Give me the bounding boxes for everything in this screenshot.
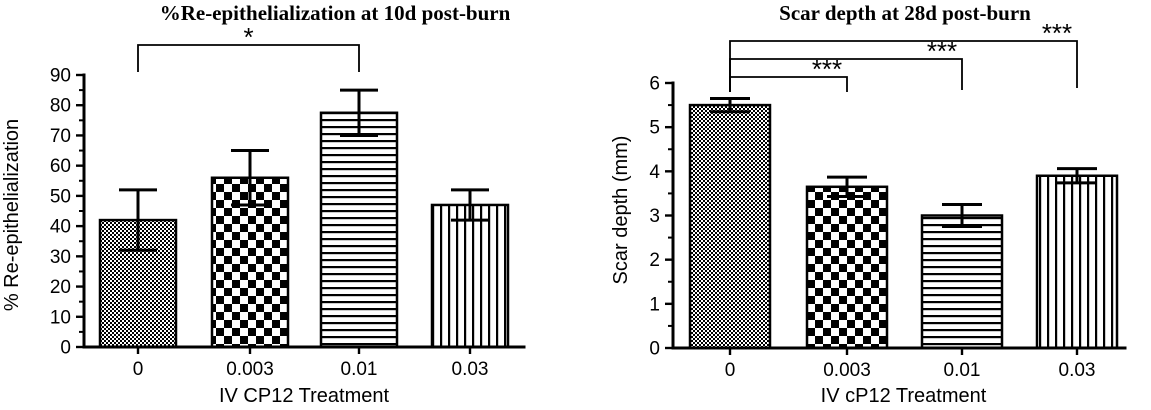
x-tick-label: 0.003 [823, 360, 871, 381]
y-tick-label: 2 [649, 250, 660, 271]
y-tick-label: 5 [649, 118, 660, 139]
bracket-line [137, 44, 360, 72]
y-tick-label: 40 [50, 217, 71, 238]
error-bars [710, 96, 1097, 229]
chart-title: %Re-epithelialization at 10d post-burn [160, 1, 511, 25]
y-tick-label: 80 [50, 96, 71, 117]
bar-series [98, 111, 510, 349]
bar-0.01 [319, 111, 399, 349]
y-ticks: 0 10 20 30 40 50 60 70 80 90 [50, 66, 84, 359]
bar-0.003 [805, 185, 889, 350]
y-tick-label: 60 [50, 156, 71, 177]
error-bar-0.01 [340, 88, 378, 137]
error-bar-0 [119, 188, 157, 252]
y-axis-title: % Re-epithelialization [1, 119, 23, 311]
y-tick-label: 20 [50, 277, 71, 298]
significance-stars: * [243, 22, 253, 52]
x-tick-label: 0.01 [944, 360, 981, 381]
right-chart-scar-depth: Scar depth at 28d post-burn 0 1 2 3 4 5 6 0 0.003… [610, 1, 1127, 407]
chart-title: Scar depth at 28d post-burn [779, 1, 1031, 25]
x-axis-title: IV cP12 Treatment [821, 385, 987, 407]
y-tick-label: 90 [50, 66, 71, 87]
error-bars [119, 88, 489, 252]
y-tick-label: 4 [649, 162, 660, 183]
x-tick-label: 0 [725, 360, 736, 381]
x-tick-label: 0 [133, 359, 144, 380]
x-tick-label: 0.03 [452, 359, 489, 380]
y-tick-label: 30 [50, 247, 71, 268]
error-bar-0.003 [827, 175, 867, 199]
significance-stars: *** [1042, 18, 1072, 48]
bar-0.01 [920, 214, 1004, 350]
y-tick-label: 0 [60, 338, 71, 359]
error-bar-0.03 [451, 188, 489, 222]
bar-series [688, 103, 1119, 350]
error-bar-0.01 [942, 202, 982, 229]
error-bar-0.03 [1057, 167, 1097, 185]
bar-0 [688, 103, 772, 350]
y-ticks: 0 1 2 3 4 5 6 [649, 74, 673, 360]
x-ticks: 0 0.003 0.01 0.03 [725, 348, 1096, 381]
y-tick-label: 0 [649, 339, 660, 360]
error-bar-0 [710, 96, 750, 114]
left-chart-reepithelialization: %Re-epithelialization at 10d post-burn 0 1… [1, 1, 526, 407]
y-tick-label: 1 [649, 294, 660, 315]
x-tick-label: 0.03 [1059, 360, 1096, 381]
error-bar-0.003 [231, 149, 269, 207]
y-tick-label: 10 [50, 307, 71, 328]
significance-bracket-2 [729, 40, 1078, 92]
x-tick-label: 0.01 [341, 359, 378, 380]
significance-bracket-0 [137, 44, 360, 72]
y-tick-label: 6 [649, 74, 660, 95]
bar-0.03 [430, 203, 510, 349]
y-tick-label: 50 [50, 186, 71, 207]
x-ticks: 0 0.003 0.01 0.03 [133, 347, 489, 380]
x-tick-label: 0.003 [226, 359, 274, 380]
y-tick-label: 70 [50, 126, 71, 147]
y-tick-label: 3 [649, 206, 660, 227]
bracket-line [729, 40, 1078, 92]
y-axis-title: Scar depth (mm) [610, 136, 632, 285]
x-axis-title: IV CP12 Treatment [219, 385, 390, 407]
bar-0.03 [1035, 174, 1119, 350]
